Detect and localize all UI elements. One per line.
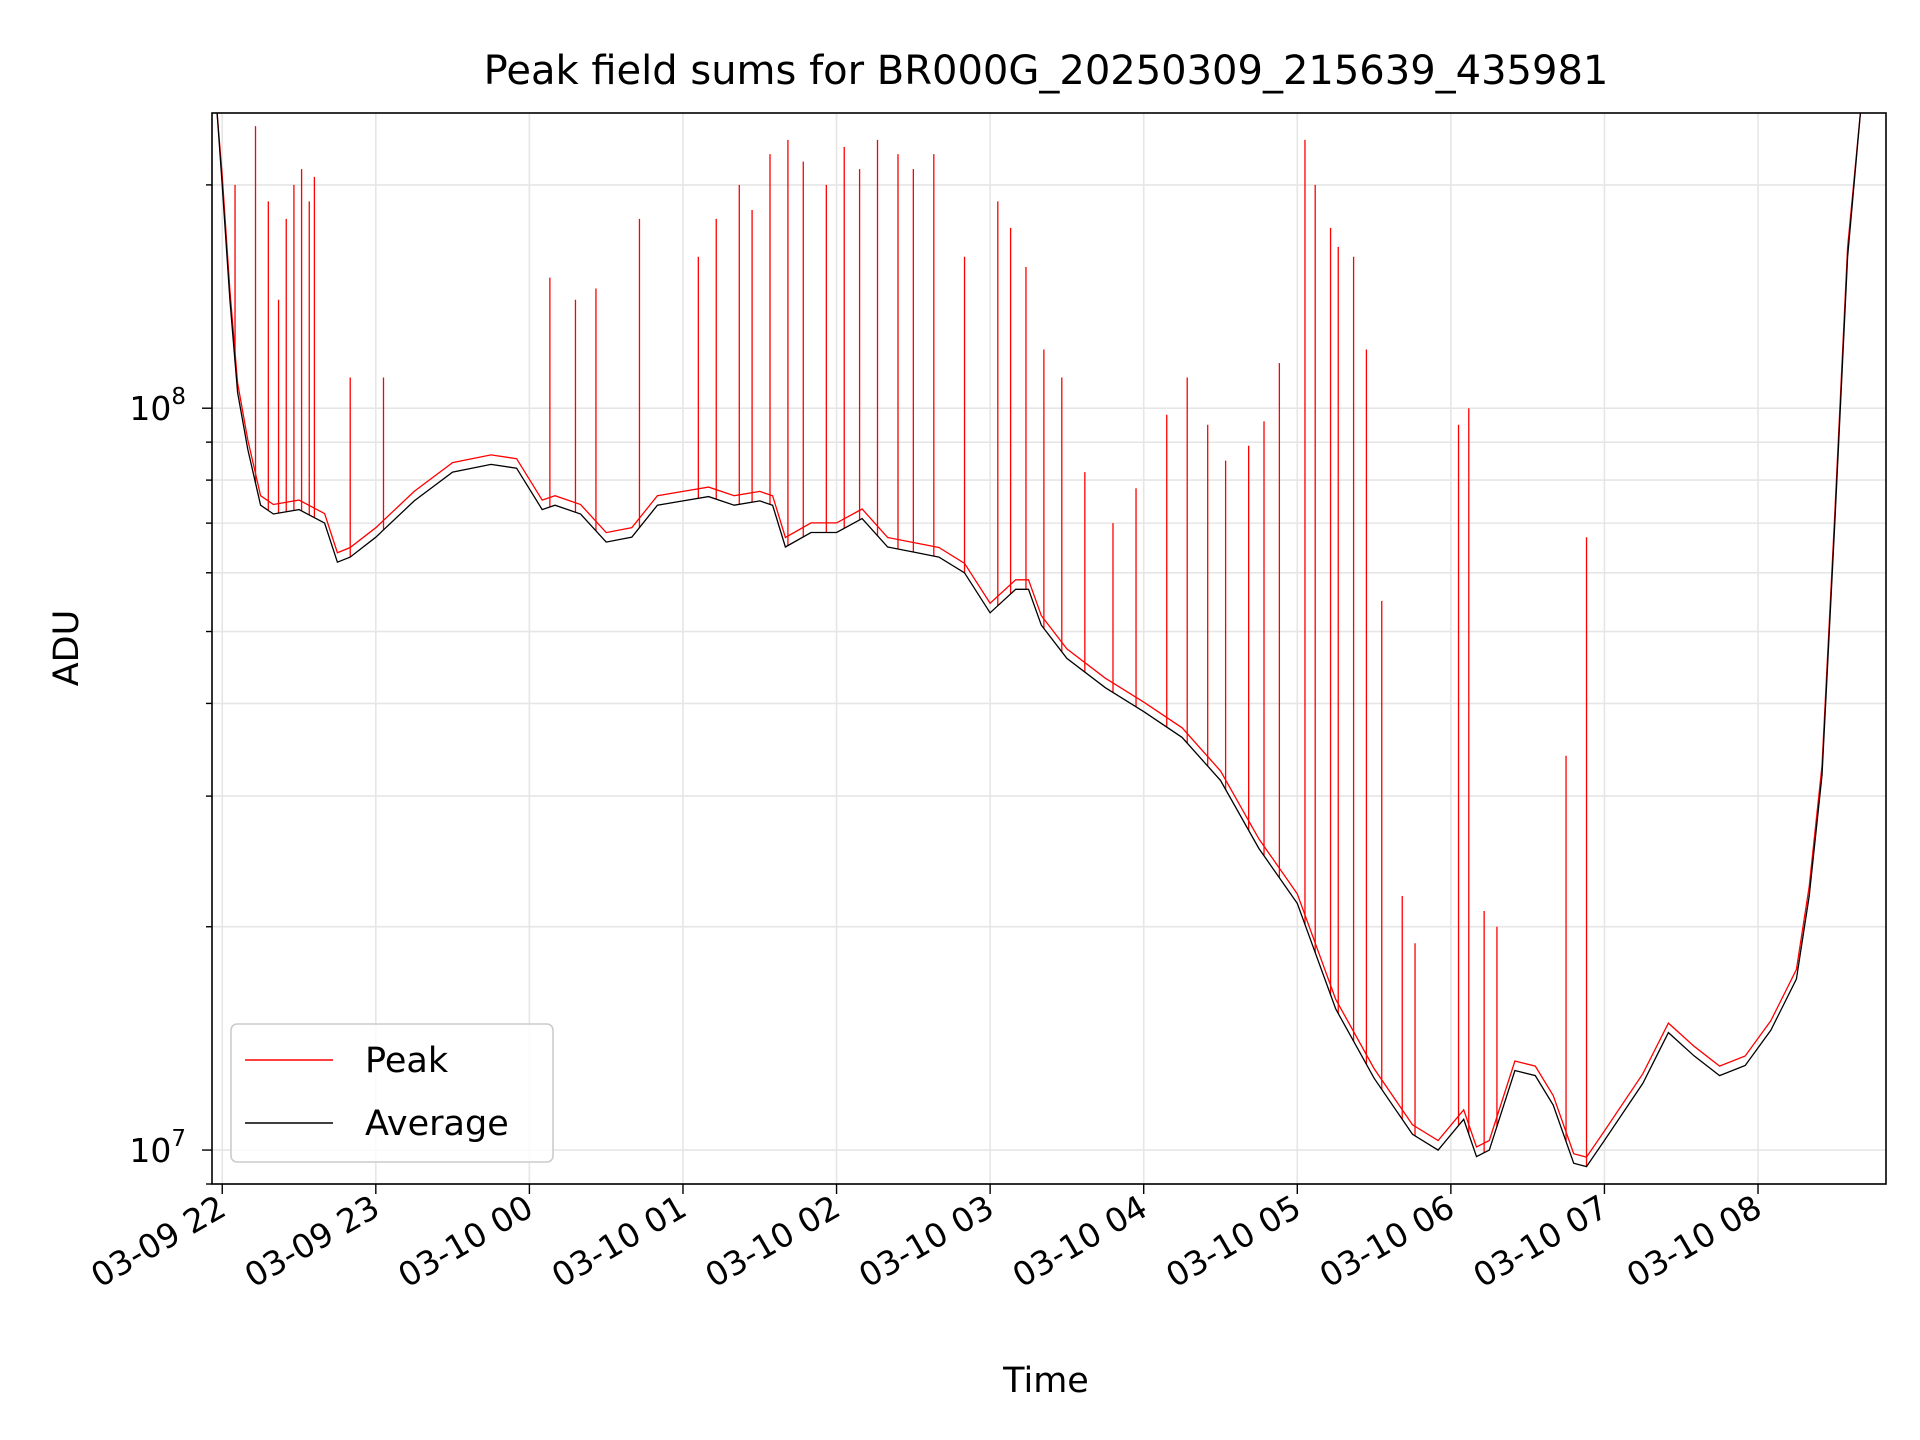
y-axis-label: ADU [47,610,87,687]
chart-title: Peak field sums for BR000G_20250309_2156… [484,48,1609,94]
legend-label-peak: Peak [365,1041,449,1081]
y-axis: 107 108 [129,184,212,1185]
plot-area [216,112,1862,1168]
plot-frame [211,112,1887,1185]
legend-box [230,1023,554,1163]
x-axis-label: Time [1002,1361,1089,1401]
legend-label-average: Average [365,1104,509,1144]
series-line-average [216,112,1862,1168]
y-tick-label: 107 [129,1126,186,1170]
y-tick-label: 108 [129,384,186,428]
series-line-peak [216,112,1862,1158]
grid [212,113,1886,1185]
legend: Peak Average [230,1023,554,1163]
